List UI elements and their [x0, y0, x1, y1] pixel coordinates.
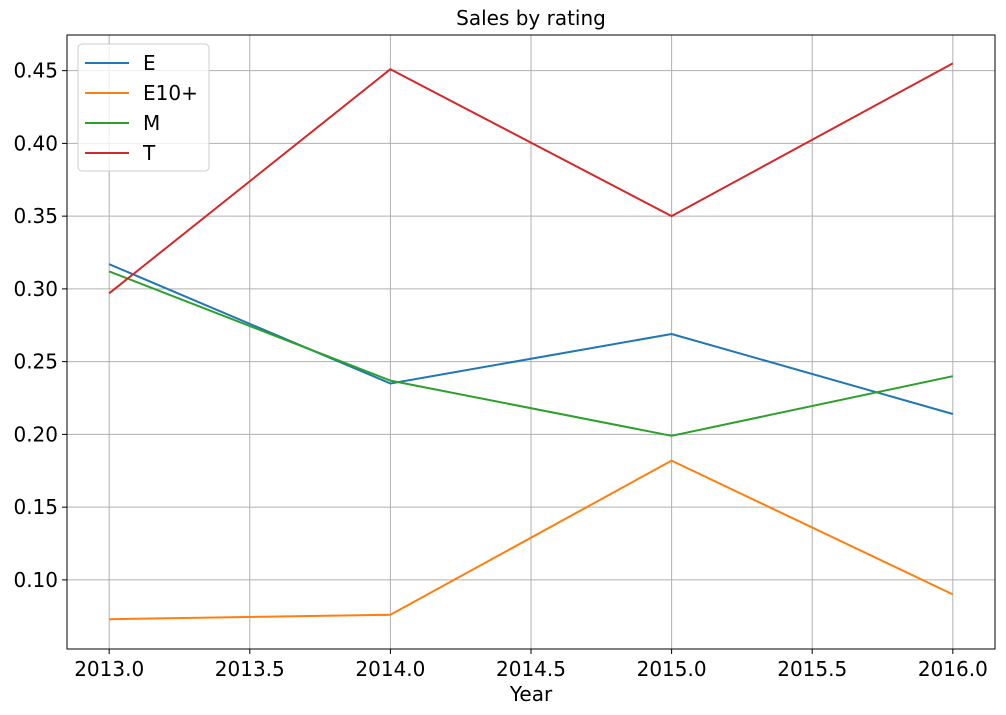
series-line-t [108, 62, 954, 295]
series-line-e10- [109, 459, 954, 621]
chart-title: Sales by rating [456, 6, 606, 30]
y-tick-label: 0.10 [13, 568, 58, 592]
x-tick-label: 2014.0 [355, 657, 425, 681]
y-tick-label: 0.15 [13, 495, 58, 519]
legend-label: T [142, 141, 156, 165]
series-lines [108, 62, 954, 621]
legend-label: E10+ [143, 81, 198, 105]
y-tick-label: 0.35 [13, 204, 58, 228]
legend-label: E [143, 51, 156, 75]
y-tick-label: 0.20 [13, 422, 58, 446]
x-tick-label: 2015.5 [777, 657, 847, 681]
x-tick-label: 2015.0 [637, 657, 707, 681]
legend: E E10+ MT [77, 43, 210, 172]
y-tick-label: 0.40 [13, 131, 58, 155]
x-axis-label: Year [509, 682, 553, 706]
series-line-m [108, 270, 954, 437]
legend-box [77, 43, 210, 172]
y-tick-label: 0.25 [13, 350, 58, 374]
y-tick-label: 0.30 [13, 277, 58, 301]
y-tick-label: 0.45 [13, 59, 58, 83]
series-line-e [108, 263, 954, 415]
x-tick-label: 2016.0 [918, 657, 988, 681]
x-tick-label: 2013.0 [74, 657, 144, 681]
x-tick-label: 2013.5 [215, 657, 285, 681]
x-tick-label: 2014.5 [496, 657, 566, 681]
x-axis-ticks: 2013.0 2013.5 2014.0 2014.5 2015.0 2015.5 2016… [74, 649, 988, 681]
legend-label: M [143, 111, 160, 135]
y-axis-ticks: 0.10 0.15 0.20 0.25 0.30 0.35 0.40 0.45 [13, 59, 67, 592]
